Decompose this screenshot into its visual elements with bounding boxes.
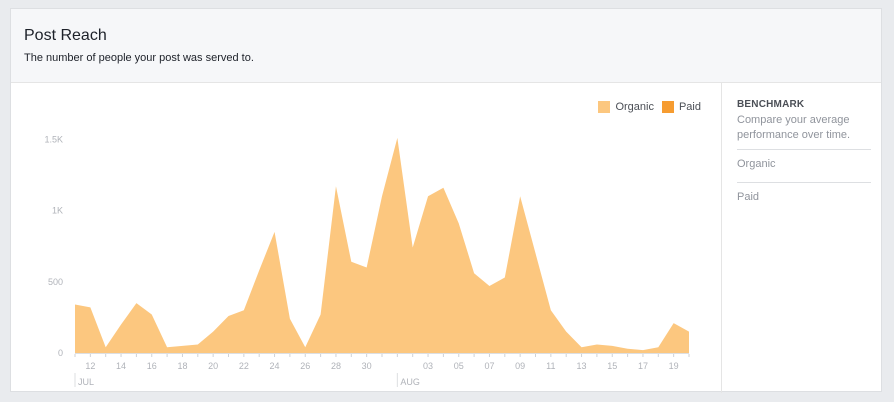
x-tick-label: 12	[85, 361, 95, 371]
month-label: AUG	[400, 377, 420, 387]
legend-item-paid[interactable]: Paid	[661, 101, 701, 113]
month-label: JUL	[78, 377, 94, 387]
chart-area: 0 500 1K 1.5K 12 14 16 18 20 22 24 26 28 30 03 05 07 09 11…	[11, 83, 711, 393]
y-tick-label: 1K	[52, 206, 63, 216]
benchmark-title: BENCHMARK	[737, 99, 805, 110]
legend-swatch-organic	[598, 101, 611, 113]
benchmark-row-organic[interactable]: Organic	[737, 149, 871, 176]
x-tick-label: 20	[208, 361, 218, 371]
y-tick-label: 500	[48, 277, 63, 287]
legend-label-organic: Organic	[615, 101, 654, 113]
card-title: Post Reach	[24, 27, 107, 44]
x-tick-label: 11	[546, 361, 555, 371]
benchmark-row-paid[interactable]: Paid	[737, 182, 871, 209]
post-reach-chart: 0 500 1K 1.5K 12 14 16 18 20 22 24 26 28 30 03 05 07 09 11…	[44, 134, 690, 387]
legend-item-organic[interactable]: Organic	[598, 101, 654, 113]
panel-divider	[721, 83, 722, 393]
x-tick-label: 16	[147, 361, 157, 371]
legend-label-paid: Paid	[678, 101, 701, 113]
x-tick-label: 26	[300, 361, 310, 371]
x-tick-label: 22	[239, 361, 249, 371]
x-tick-label: 17	[638, 361, 648, 371]
x-tick-label: 14	[116, 361, 126, 371]
chart-legend: Organic Paid	[590, 101, 701, 113]
x-tick-label: 18	[177, 361, 187, 371]
card-subtitle: The number of people your post was serve…	[24, 52, 254, 64]
x-tick-label: 05	[454, 361, 464, 371]
x-tick-label: 24	[270, 361, 280, 371]
legend-swatch-paid	[661, 101, 674, 113]
x-tick-label: 30	[362, 361, 372, 371]
y-tick-label: 0	[58, 348, 63, 358]
x-tick-label: 28	[331, 361, 341, 371]
benchmark-panel: BENCHMARK Compare your average performan…	[737, 99, 871, 209]
x-tick-label: 15	[607, 361, 617, 371]
y-tick-label: 1.5K	[44, 134, 63, 144]
benchmark-description: Compare your average performance over ti…	[737, 114, 851, 141]
x-tick-label: 09	[515, 361, 525, 371]
x-tick-label: 19	[669, 361, 679, 371]
x-tick-label: 03	[423, 361, 433, 371]
post-reach-card: Post Reach The number of people your pos…	[10, 8, 882, 393]
x-tick-label: 07	[484, 361, 494, 371]
organic-area[interactable]	[75, 137, 689, 353]
x-tick-label: 13	[577, 361, 587, 371]
card-header: Post Reach The number of people your pos…	[11, 9, 881, 83]
